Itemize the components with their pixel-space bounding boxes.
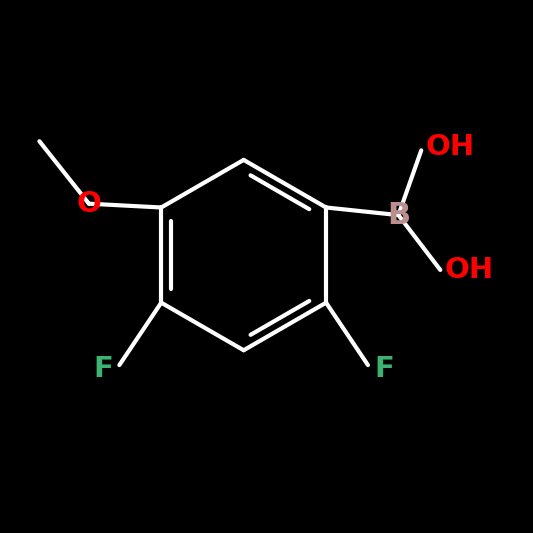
Text: OH: OH: [425, 133, 474, 160]
Text: O: O: [76, 190, 101, 217]
Text: OH: OH: [444, 256, 493, 284]
Text: F: F: [93, 355, 113, 383]
Text: B: B: [387, 200, 410, 230]
Text: F: F: [374, 355, 394, 383]
